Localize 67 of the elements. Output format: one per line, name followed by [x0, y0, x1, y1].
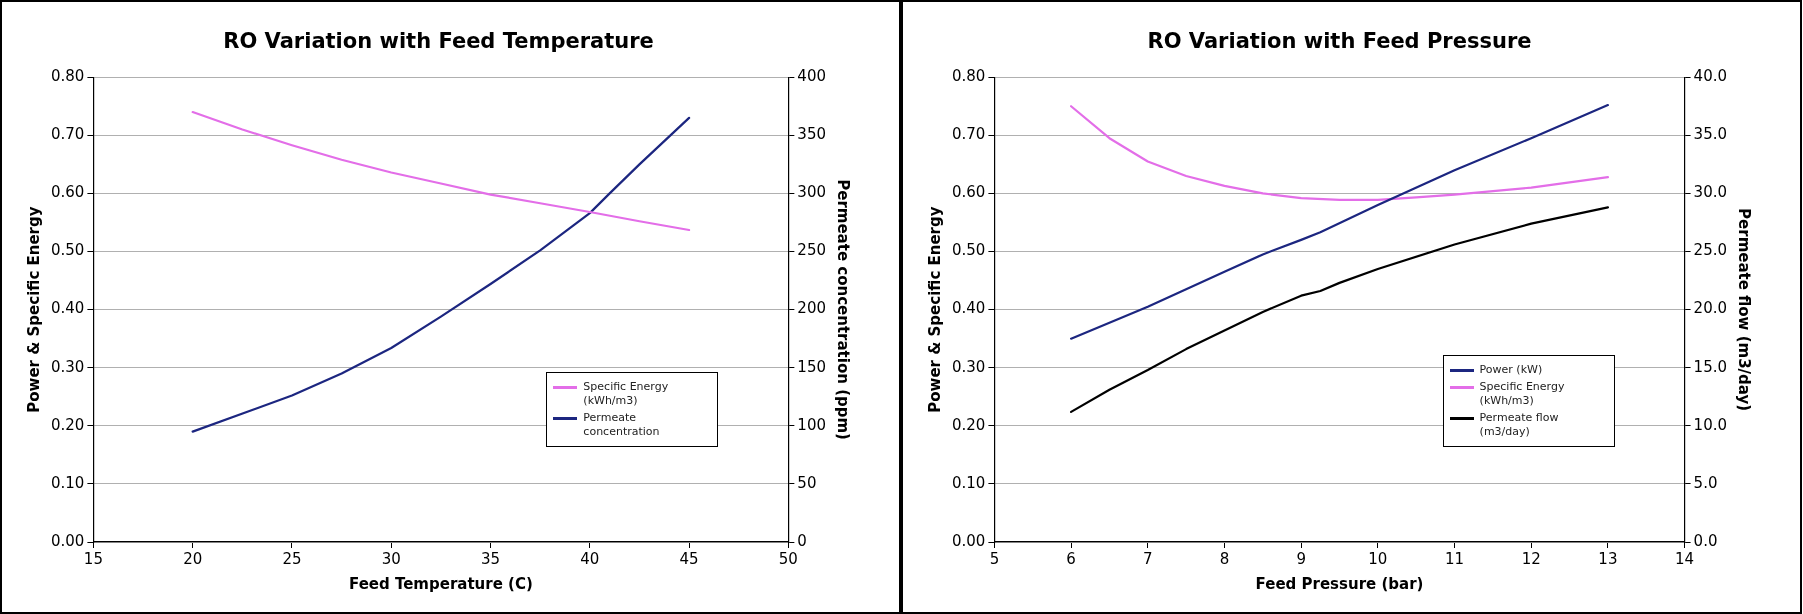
y-tick-label: 0.30: [951, 357, 986, 376]
y-tick-label: 0.70: [50, 125, 85, 144]
x-tick-label: 45: [679, 549, 699, 568]
y2-tick-label: 100: [797, 415, 827, 434]
x-tick-label: 40: [580, 549, 600, 568]
legend-label: Permeate concentration: [583, 411, 661, 439]
y-tick-label: 0.80: [951, 67, 986, 86]
y2-tick-label: 350: [797, 125, 827, 144]
y-tick-label: 0.60: [951, 183, 986, 202]
x-tick-label: 14: [1675, 549, 1695, 568]
y-tick-label: 0.40: [50, 299, 85, 318]
x-tick-label: 5: [989, 549, 1000, 568]
x-tick-label: 11: [1444, 549, 1465, 568]
y-tick-label: 0.00: [951, 531, 986, 550]
y2-tick-label: 10.0: [1693, 415, 1728, 434]
y2-tick-label: 50: [797, 473, 817, 492]
x-tick-label: 50: [778, 549, 798, 568]
y2-tick-label: 15.0: [1693, 357, 1728, 376]
x-tick-label: 35: [480, 549, 501, 568]
x-axis-title: Feed Pressure (bar): [1255, 574, 1424, 593]
y-tick-label: 0.10: [951, 473, 986, 492]
x-tick-label: 25: [282, 549, 302, 568]
y-tick-label: 0.80: [50, 67, 85, 86]
y2-tick-label: 0.0: [1693, 531, 1718, 550]
y2-tick-label: 200: [797, 299, 827, 318]
chart-title: RO Variation with Feed Pressure: [1147, 29, 1532, 54]
x-tick-label: 15: [83, 549, 103, 568]
y2-tick-label: 400: [797, 67, 827, 86]
x-tick-label: 30: [381, 549, 401, 568]
y-tick-label: 0.30: [50, 357, 85, 376]
y-tick-label: 0.00: [50, 531, 85, 550]
y-tick-label: 0.40: [951, 299, 986, 318]
y-tick-label: 0.10: [50, 473, 85, 492]
x-axis-title: Feed Temperature (C): [348, 574, 533, 593]
x-tick-label: 20: [183, 549, 203, 568]
chart-title: RO Variation with Feed Temperature: [223, 29, 654, 54]
x-tick-label: 12: [1521, 549, 1541, 568]
y-tick-label: 0.20: [50, 415, 85, 434]
y2-tick-label: 30.0: [1693, 183, 1728, 202]
y2-tick-label: 250: [797, 241, 827, 260]
y-tick-label: 0.60: [50, 183, 85, 202]
y2-tick-label: 25.0: [1693, 241, 1728, 260]
x-tick-label: 7: [1143, 549, 1153, 568]
y-axis-title: Power & Specific Energy: [24, 206, 43, 413]
y2-axis-title: Permeate flow (m3/day): [1735, 208, 1754, 412]
y2-tick-label: 5.0: [1693, 473, 1718, 492]
y-tick-label: 0.20: [951, 415, 986, 434]
y-tick-label: 0.50: [50, 241, 85, 260]
y-axis-title: Power & Specific Energy: [925, 206, 944, 413]
legend-label: Specific Energy (kWh/m3): [1479, 380, 1566, 408]
x-tick-label: 9: [1296, 549, 1306, 568]
y2-tick-label: 150: [797, 357, 827, 376]
legend-label: Permeate flow (m3/day): [1479, 411, 1560, 439]
x-tick-label: 6: [1066, 549, 1076, 568]
y-tick-label: 0.70: [951, 125, 986, 144]
y-tick-label: 0.50: [951, 241, 986, 260]
y2-tick-label: 0: [797, 531, 807, 550]
legend-label: Specific Energy (kWh/m3): [583, 380, 670, 408]
legend-label: Power (kW): [1479, 363, 1544, 377]
x-tick-label: 10: [1368, 549, 1388, 568]
y2-tick-label: 20.0: [1693, 299, 1728, 318]
x-tick-label: 8: [1219, 549, 1230, 568]
y2-tick-label: 300: [797, 183, 827, 202]
y2-axis-title: Permeate concentration (ppm): [834, 179, 853, 440]
y2-tick-label: 35.0: [1693, 125, 1728, 144]
x-tick-label: 13: [1598, 549, 1618, 568]
y2-tick-label: 40.0: [1693, 67, 1728, 86]
